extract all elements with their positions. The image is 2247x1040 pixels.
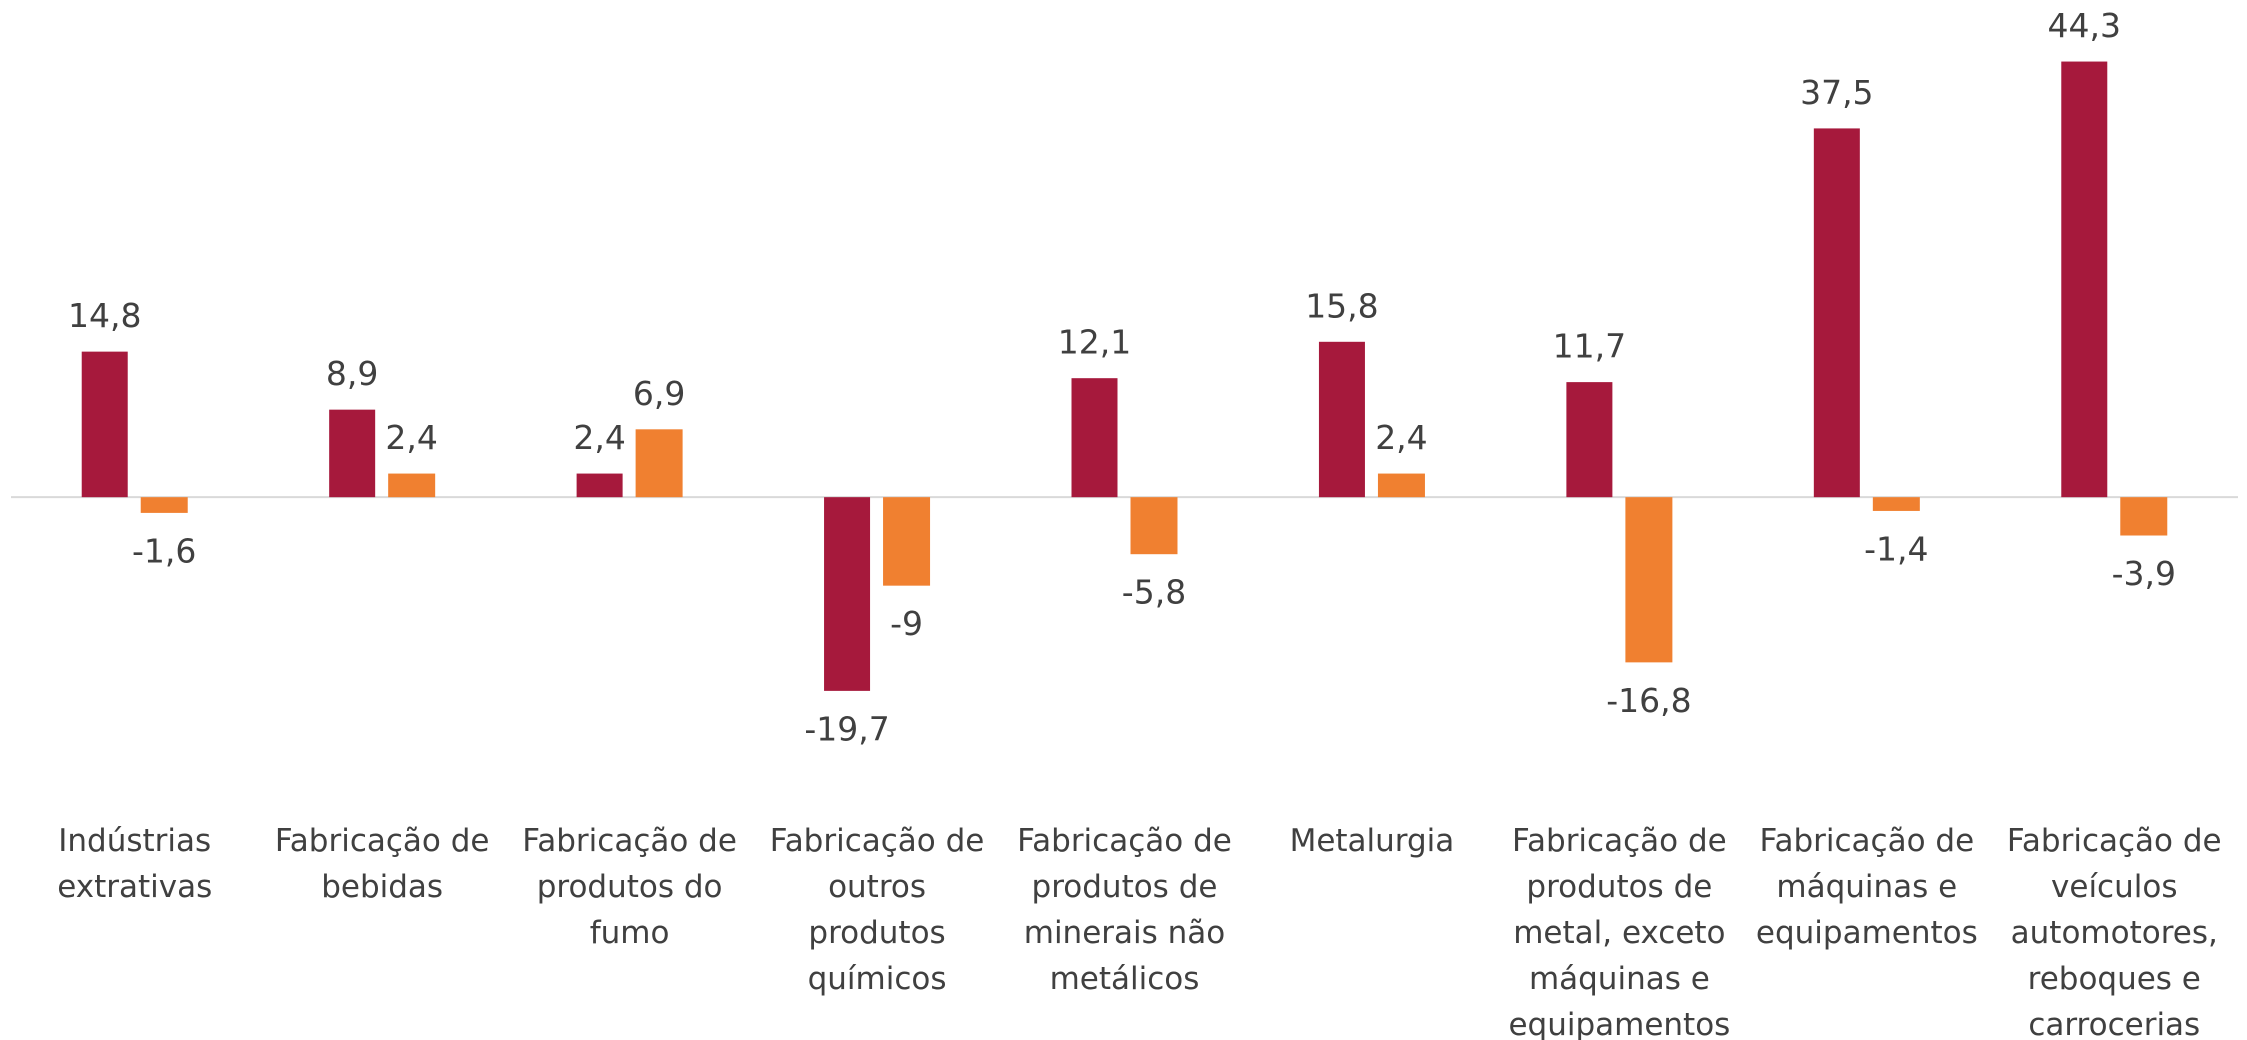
bar: [388, 473, 436, 498]
bar: [1318, 341, 1365, 498]
data-label: 37,5: [1800, 73, 1873, 112]
data-label: 11,7: [1553, 327, 1626, 366]
data-label: -16,8: [1606, 681, 1691, 720]
data-label: -19,7: [804, 709, 889, 748]
x-tick-label: Fabricação de veículos automotores, rebo…: [2006, 823, 2222, 1040]
data-label: 14,8: [68, 296, 141, 335]
bar: [883, 497, 931, 586]
bar: [1566, 382, 1613, 498]
data-label: 44,3: [2048, 6, 2121, 45]
x-tick-label: Fabricação de produtos de minerais não m…: [1017, 823, 1232, 997]
bar: [1813, 128, 1860, 498]
bar: [2120, 497, 2168, 536]
bar: [140, 497, 188, 513]
bar: [329, 409, 376, 498]
bar: [1377, 473, 1425, 498]
data-label: -3,9: [2112, 554, 2176, 593]
data-label: 2,4: [385, 418, 437, 457]
bar: [824, 497, 871, 691]
bar: [1872, 497, 1920, 511]
bar: [1625, 497, 1673, 663]
bar: [1130, 497, 1178, 555]
data-label: 15,8: [1305, 286, 1378, 325]
x-tick-label: Metalurgia: [1289, 823, 1455, 859]
bar: [81, 351, 128, 498]
data-label: 8,9: [326, 354, 378, 393]
data-label: 2,4: [573, 418, 625, 457]
bar: [635, 429, 683, 498]
bar: [1071, 378, 1118, 498]
x-tick-label: Fabricação de produtos de metal, exceto …: [1508, 823, 1731, 1040]
data-label: 6,9: [633, 374, 685, 413]
data-label: 12,1: [1058, 323, 1131, 362]
bar: [2061, 61, 2108, 498]
data-label: -5,8: [1122, 573, 1186, 612]
x-tick-label: Fabricação de máquinas e equipamentos: [1755, 823, 1978, 951]
bar: [576, 473, 623, 498]
data-label: 2,4: [1375, 418, 1427, 457]
x-tick-label: Fabricação de outros produtos químicos: [769, 823, 985, 997]
x-tick-label: Indústrias extrativas: [57, 823, 213, 905]
data-label: -9: [890, 604, 923, 643]
data-label: -1,6: [132, 531, 196, 570]
x-tick-label: Fabricação de bebidas: [274, 823, 490, 905]
x-tick-label: Fabricação de produtos do fumo: [522, 823, 737, 951]
data-label: -1,4: [1864, 529, 1928, 568]
